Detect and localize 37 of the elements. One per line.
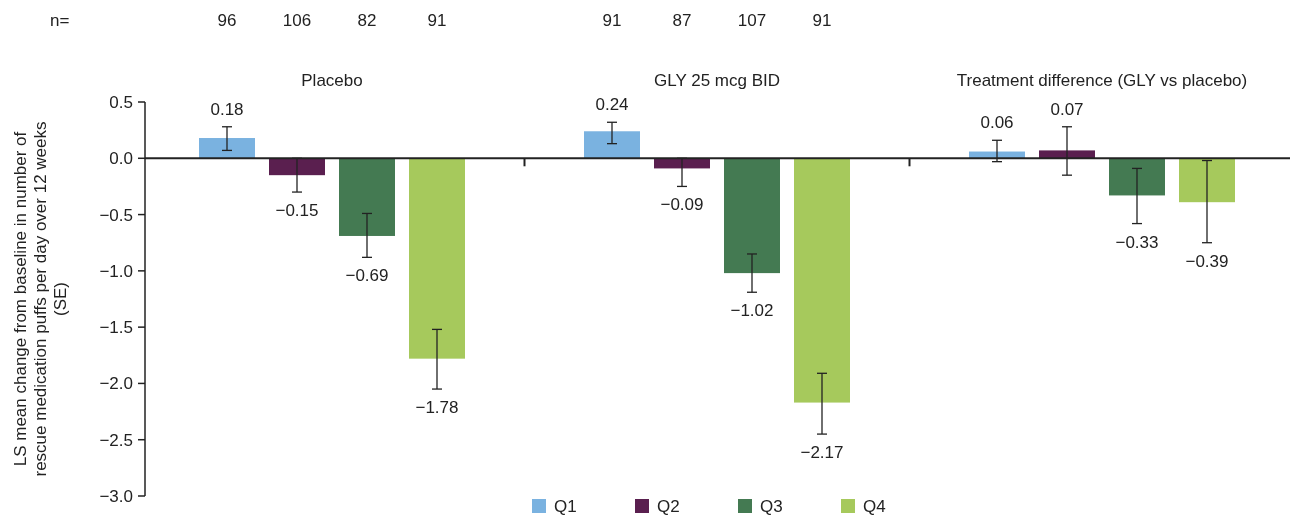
y-tick-label: −0.5 <box>99 205 133 225</box>
data-label: −0.09 <box>660 195 704 215</box>
text: n= <box>50 11 70 30</box>
legend-label: Q3 <box>760 497 783 516</box>
data-label: 0.07 <box>1050 99 1084 119</box>
y-tick-label: −1.5 <box>99 318 133 338</box>
y-axis-title: LS mean change from baseline in number of rescue medication puffs per day over 12 weeks (SE) <box>11 121 70 477</box>
data-label: −0.33 <box>1115 232 1159 252</box>
y-tick-label: −3.0 <box>99 487 133 506</box>
y-tick-label: −1.0 <box>99 261 133 281</box>
data-label: 0.24 <box>595 95 629 115</box>
y-tick-label: 0.0 <box>109 149 133 169</box>
text: 91 <box>602 11 622 30</box>
data-label: −0.69 <box>345 266 389 286</box>
legend-label: Q4 <box>863 497 886 516</box>
data-label: −2.17 <box>800 443 844 463</box>
y-tick-label: 0.5 <box>109 93 133 112</box>
text: 91 <box>812 11 832 30</box>
y-tick-label: −2.0 <box>99 374 133 394</box>
data-label: −1.02 <box>730 301 774 321</box>
text: 82 <box>357 11 377 30</box>
x-tick-label: Placebo <box>301 71 363 90</box>
data-label: −0.15 <box>275 201 319 221</box>
legend-label: Q1 <box>554 497 577 516</box>
text: 96 <box>217 11 237 30</box>
x-tick-label: GLY 25 mcg BID <box>654 71 780 90</box>
data-label: 0.06 <box>980 113 1014 133</box>
text: 106 <box>282 11 312 30</box>
text: 87 <box>672 11 692 30</box>
text: 107 <box>737 11 767 30</box>
x-tick-label: Treatment difference (GLY vs placebo) <box>956 71 1248 90</box>
text: 91 <box>427 11 447 30</box>
data-label: −0.39 <box>1185 251 1229 271</box>
data-label: −1.78 <box>415 398 459 418</box>
data-label: 0.18 <box>210 99 244 119</box>
legend-label: Q2 <box>657 497 680 516</box>
y-tick-label: −2.5 <box>99 430 133 450</box>
